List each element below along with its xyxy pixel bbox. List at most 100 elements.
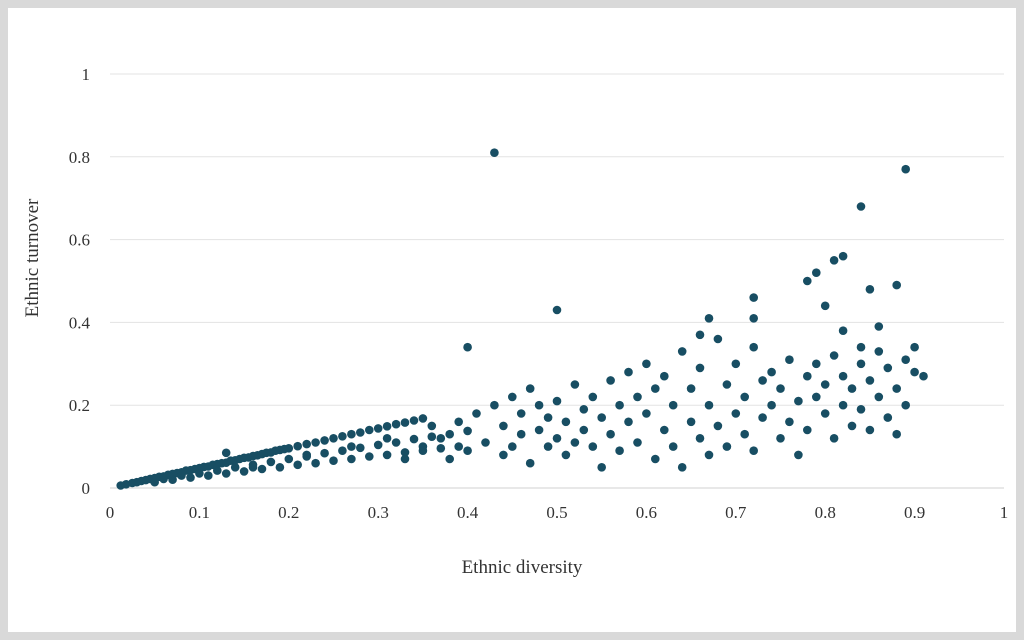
data-point <box>820 409 830 418</box>
data-point <box>883 413 893 422</box>
data-point <box>311 458 320 468</box>
data-point <box>651 454 660 464</box>
data-point <box>373 424 383 433</box>
x-tick-label: 0.1 <box>189 503 210 522</box>
data-point <box>901 164 910 174</box>
x-tick-label: 0.3 <box>368 503 389 522</box>
data-point <box>686 384 696 393</box>
data-point <box>275 463 285 472</box>
data-point <box>892 384 901 393</box>
data-point <box>329 456 338 466</box>
data-point <box>534 425 544 435</box>
data-point <box>838 400 848 410</box>
data-point <box>704 314 714 323</box>
data-point <box>409 434 419 444</box>
x-tick-label: 0.4 <box>457 503 479 522</box>
data-point <box>695 330 705 340</box>
data-point <box>329 434 338 443</box>
x-tick-label: 0 <box>106 503 115 522</box>
data-point <box>606 376 615 385</box>
data-point <box>320 448 329 458</box>
data-point <box>213 466 222 475</box>
data-point <box>794 396 803 406</box>
data-point <box>400 418 410 427</box>
data-point <box>874 322 884 331</box>
data-point <box>302 450 312 460</box>
data-point <box>749 293 758 302</box>
data-point <box>829 434 839 443</box>
data-point <box>499 421 508 431</box>
data-point <box>686 417 696 427</box>
x-tick-label: 1 <box>1000 503 1009 522</box>
data-point <box>436 444 446 453</box>
data-point <box>883 363 893 373</box>
data-point <box>508 392 517 402</box>
data-point <box>418 414 428 423</box>
data-point <box>785 355 794 365</box>
data-point <box>293 460 303 470</box>
data-point <box>400 448 410 457</box>
data-point <box>347 429 356 439</box>
data-point <box>919 371 928 381</box>
data-point <box>704 450 714 460</box>
data-point <box>910 342 919 352</box>
data-point <box>490 400 499 410</box>
data-point <box>588 392 598 402</box>
data-points <box>116 148 928 490</box>
y-tick-label: 0.4 <box>69 313 91 332</box>
data-point <box>552 305 562 315</box>
data-point <box>338 432 347 441</box>
x-tick-label: 0.6 <box>636 503 657 522</box>
data-point <box>347 454 356 464</box>
data-point <box>159 474 168 484</box>
data-point <box>427 421 437 431</box>
data-point <box>677 463 687 472</box>
data-point <box>633 438 642 447</box>
data-point <box>660 425 669 435</box>
data-point <box>561 450 571 460</box>
data-point <box>829 351 839 360</box>
data-point <box>391 438 401 447</box>
data-point <box>856 359 866 369</box>
data-point <box>230 463 240 472</box>
data-point <box>740 429 749 439</box>
data-point <box>713 334 723 344</box>
data-point <box>615 446 624 456</box>
data-point <box>677 347 687 356</box>
data-point <box>624 367 633 377</box>
data-point <box>525 458 535 468</box>
data-point <box>284 444 294 453</box>
data-point <box>445 454 455 464</box>
y-tick-label: 0 <box>82 479 91 498</box>
data-point <box>731 409 741 418</box>
data-point <box>347 442 356 451</box>
data-point <box>365 452 374 461</box>
data-point <box>812 359 821 369</box>
data-point <box>427 432 437 442</box>
data-point <box>490 148 499 157</box>
data-point <box>722 442 732 451</box>
data-point <box>668 442 678 451</box>
data-point <box>856 202 866 211</box>
data-point <box>534 400 544 410</box>
data-point <box>767 367 776 377</box>
x-tick-label: 0.9 <box>904 503 925 522</box>
y-tick-label: 0.6 <box>69 231 90 250</box>
data-point <box>597 463 606 472</box>
data-point <box>749 342 758 352</box>
tick-labels: 0 0.2 0.4 0.6 0.8 1 0 0.1 0.2 0.3 0.4 0.5 0.6 0.7 0.8 0… <box>69 65 1009 522</box>
x-tick-label: 0.7 <box>725 503 747 522</box>
data-point <box>615 400 624 410</box>
data-point <box>463 446 472 456</box>
data-point <box>749 446 758 456</box>
data-point <box>552 396 562 406</box>
data-point <box>740 392 749 402</box>
data-point <box>382 422 392 431</box>
data-point <box>856 342 866 352</box>
data-point <box>561 417 571 427</box>
data-point <box>463 342 472 352</box>
data-point <box>624 417 633 427</box>
data-point <box>874 392 884 402</box>
data-point <box>695 363 705 373</box>
y-tick-label: 0.8 <box>69 148 90 167</box>
